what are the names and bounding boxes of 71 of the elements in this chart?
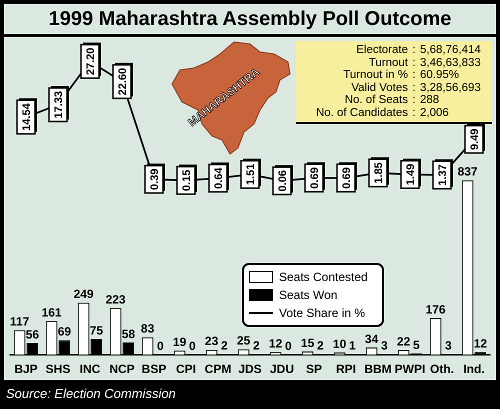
data-label: 9.49 [469,128,482,150]
data-label: 83 [140,322,155,336]
x-tick-label: BBM [364,362,392,376]
text: No. of Seats : 288 [344,94,440,106]
legend-label: Vote Share in % [279,306,366,320]
x-tick-label: RPI [336,362,356,376]
data-label: 12 [268,336,283,350]
x-tick-label: CPM [204,362,232,376]
x-tick-label: NCP [109,362,135,376]
data-label: 1 [349,338,356,353]
x-tick-label: Oth. [430,362,454,376]
x-tick-label: INC [80,362,101,376]
data-label: 161 [42,305,62,320]
data-label: 1.49 [405,164,418,186]
x-tick-label: BJP [14,362,38,376]
data-label: 3 [445,338,452,352]
x-tick-label: BSP [142,362,166,376]
legend-label: Seats Contested [279,270,368,284]
chart-title: 1999 Maharashtra Assembly Poll Outcome [4,4,496,37]
data-label: 75 [90,323,104,338]
data-label: 27.20 [85,48,98,76]
x-tick-label: CPI [176,362,196,376]
x-tick-label: PWPI [394,362,426,376]
data-label: 249 [74,287,94,302]
text: Valid Votes : 3,28,56,693 [350,82,481,94]
data-label: 0.15 [181,170,194,192]
data-label: 117 [10,314,30,329]
data-label: 0.64 [213,166,226,189]
data-label: 19 [172,334,187,349]
text: No. of Candidates : 2,006 [314,106,449,119]
data-label: 12 [474,336,488,350]
data-label: 837 [458,164,478,179]
data-label: 2 [317,338,324,352]
data-label: 58 [122,326,136,341]
x-tick-label: Ind. [463,362,485,376]
text: Turnout : 3,46,63,833 [368,56,481,69]
data-label: 22.60 [117,68,130,96]
data-label: 22 [396,334,411,348]
text: Electorate : 5,68,76,414 [355,44,481,56]
data-label: 25 [236,334,251,348]
data-label: 56 [26,327,40,342]
data-label: 0 [189,338,196,353]
data-label: 14.54 [21,102,34,131]
data-label: 1.85 [373,162,386,184]
legend-label: Seats Won [279,288,338,302]
data-label: 0.69 [309,167,322,189]
data-label: 5 [413,338,420,352]
x-tick-label: JDS [238,362,262,376]
text: Turnout in % : 60.95% [342,69,460,82]
data-label: 3 [381,338,388,352]
data-label: 2 [221,338,228,352]
data-label: 23 [204,334,219,348]
x-tick-label: SHS [46,362,70,376]
data-label: 17.33 [53,91,66,119]
data-label: 0 [285,338,292,353]
data-label: 15 [300,336,315,350]
data-label: 0.69 [341,167,354,189]
data-label: 223 [106,292,126,306]
data-label: 2 [253,338,260,352]
source-note: Source: Election Commission [6,386,176,401]
data-label: 0.39 [149,168,162,190]
x-tick-label: SP [306,362,322,376]
data-label: 1.37 [437,164,450,186]
data-label: 1.51 [245,164,258,186]
data-label: 0.06 [277,170,290,192]
data-label: 69 [58,324,72,339]
data-label: 10 [332,336,347,351]
data-label: 34 [364,332,379,346]
x-tick-label: JDU [270,362,294,376]
data-label: 0 [157,338,164,353]
data-label: 176 [426,302,446,316]
